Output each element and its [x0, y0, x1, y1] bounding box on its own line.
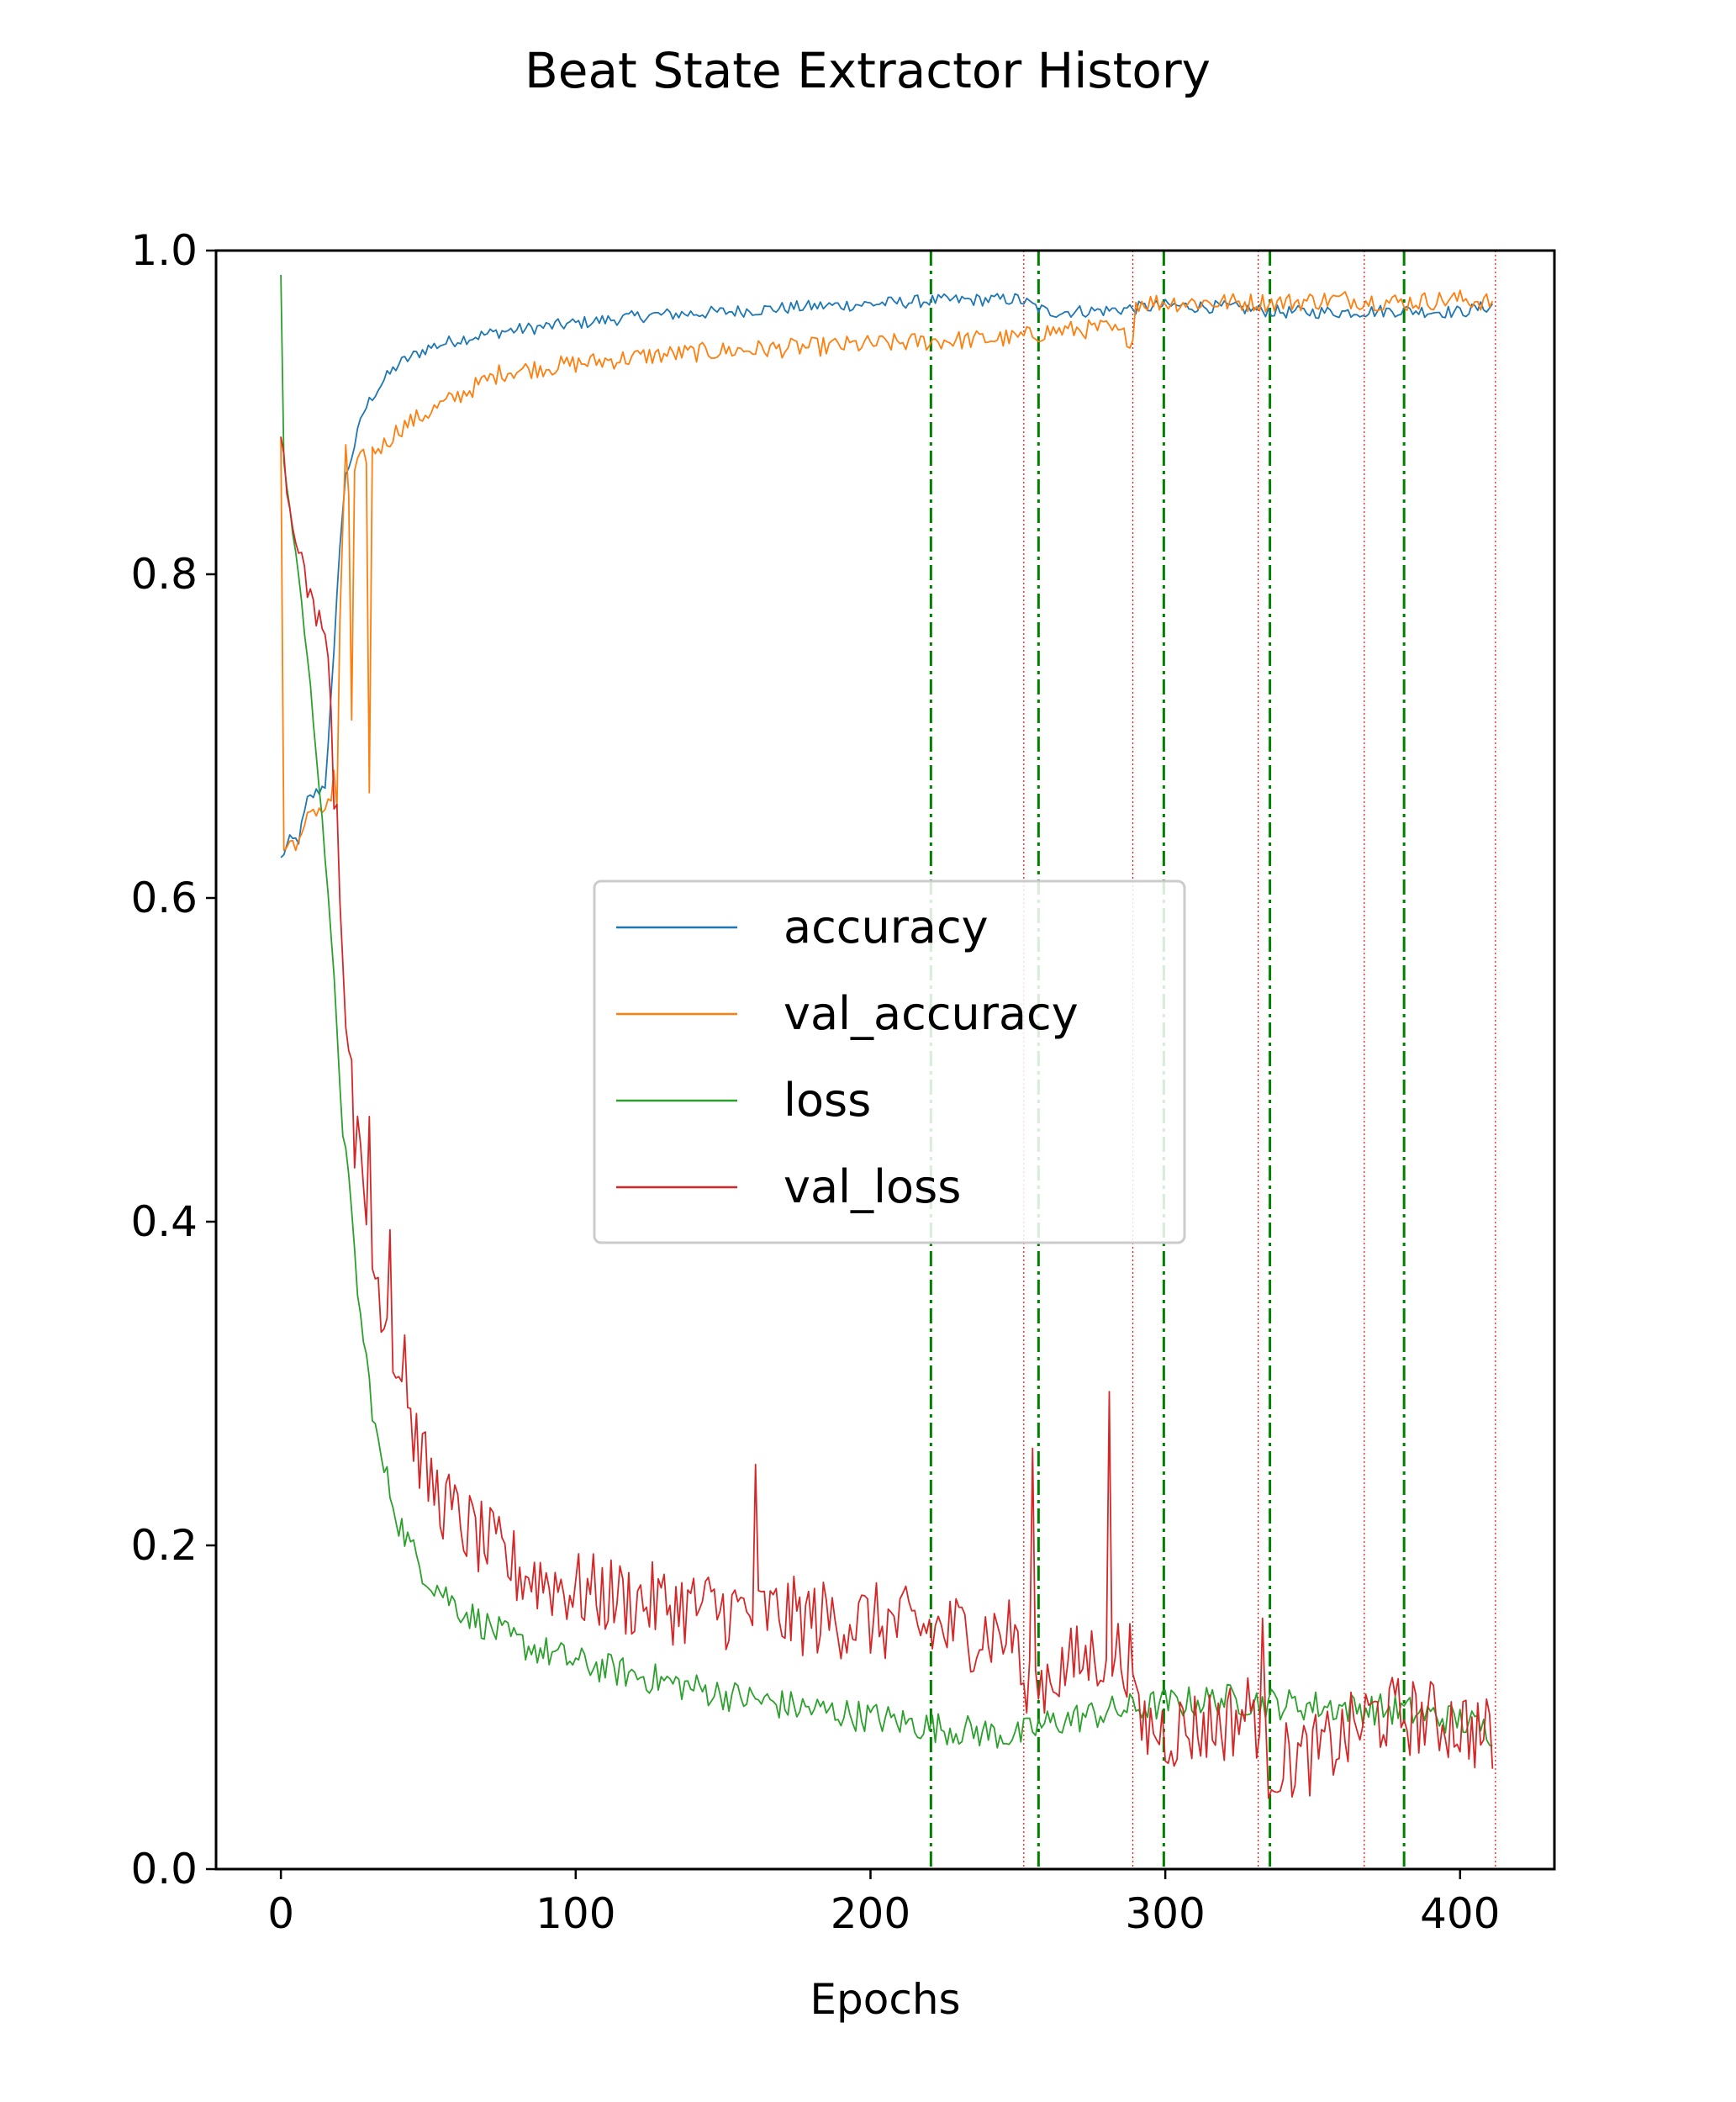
y-tick-label: 1.0 [130, 226, 198, 275]
series-line-accuracy [280, 293, 1494, 858]
y-tick-label: 0.6 [130, 874, 198, 922]
x-tick-label: 200 [831, 1889, 910, 1938]
x-tick-label: 0 [267, 1889, 294, 1938]
x-axis: 0 100 200 300 400 [267, 1869, 1501, 1938]
legend-label-val-accuracy: val_accuracy [784, 987, 1079, 1040]
legend-box [593, 879, 1186, 1244]
plot-frame [214, 249, 1556, 1871]
y-tick-label: 0.8 [130, 550, 198, 599]
y-tick-label: 0.2 [130, 1521, 198, 1570]
x-tick-label: 400 [1420, 1889, 1500, 1938]
plot-area [280, 251, 1496, 1869]
series-line-val-loss [280, 436, 1494, 1799]
legend-label-val-loss: val_loss [784, 1160, 961, 1213]
x-tick-label: 100 [536, 1889, 615, 1938]
x-tick-label: 300 [1125, 1889, 1205, 1938]
series-line-val-accuracy [280, 289, 1494, 852]
series-line-loss [280, 274, 1493, 1749]
chart-title: Beat State Extractor History [525, 42, 1211, 99]
y-tick-label: 0.4 [130, 1197, 198, 1246]
y-axis: 0.0 0.2 0.4 0.6 0.8 1.0 [130, 226, 216, 1893]
y-tick-label: 0.0 [130, 1845, 198, 1893]
x-axis-label: Epochs [810, 1975, 960, 2024]
legend-label-loss: loss [784, 1074, 871, 1127]
legend-label-accuracy: accuracy [784, 900, 989, 953]
